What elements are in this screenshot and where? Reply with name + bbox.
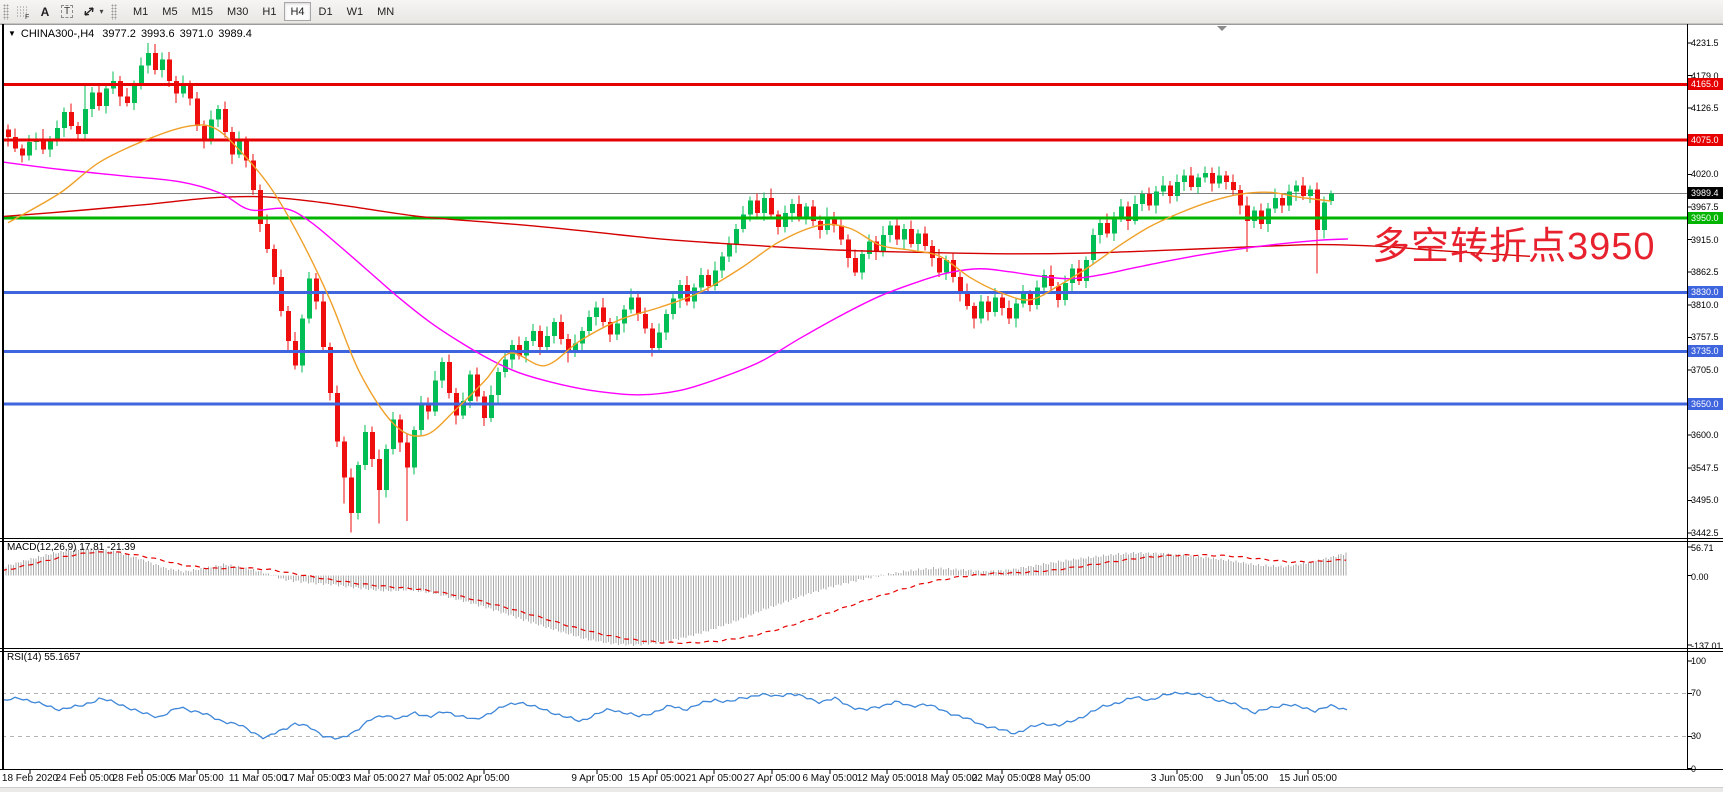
date-tick-label: 27 Mar 05:00 [399,773,459,784]
date-tick-label: 24 Feb 05:00 [55,773,115,784]
price-level-chip: 3830.0 [1688,286,1723,299]
date-tick-label: 9 Apr 05:00 [571,773,623,784]
price-tick-label: 3705.0 [1691,364,1719,375]
price-level-chip: 3650.0 [1688,398,1723,411]
date-tick-label: 23 Mar 05:00 [339,773,399,784]
pointer-tools-button[interactable]: ▾ [78,2,108,21]
toolbar-grip-2[interactable] [111,3,117,20]
rsi-tick-label: 30 [1691,731,1702,742]
timeframe-h4-button[interactable]: H4 [284,2,311,21]
date-tick-label: 21 Apr 05:00 [685,773,743,784]
date-tick-label: 15 Jun 05:00 [1279,773,1337,784]
grid-icon: F [17,6,29,20]
date-tick-label: 28 Feb 05:00 [112,773,172,784]
rsi-tick-label: 100 [1691,656,1707,666]
price-tick-label: 3757.5 [1691,332,1719,343]
date-tick-label: 18 Feb 2020 [1,773,59,784]
date-tick-label: 17 Mar 05:00 [283,773,343,784]
price-tick-label: 3495.0 [1691,495,1719,506]
ohlc-open: 3977.2 [102,28,136,40]
timeframe-buttons: M1 M5 M15 M30 H1 H4 D1 W1 MN [126,2,401,21]
price-tick-label: 3442.5 [1691,528,1719,538]
date-tick-label: 2 Apr 05:00 [458,773,510,784]
rsi-label: RSI(14) 55.1657 [7,652,81,663]
price-tick-label: 4231.5 [1691,38,1719,48]
macd-tick-label: 0.00 [1691,571,1709,582]
date-tick-label: 18 May 05:00 [916,773,978,784]
date-tick-label: 3 Jun 05:00 [1150,773,1204,784]
ohlc-low: 3971.0 [179,28,214,40]
date-tick-label: 15 Apr 05:00 [628,773,686,784]
text-tool-icon: T [60,5,74,18]
timeframe-m15-button[interactable]: M15 [186,2,219,21]
price-tick-label: 4020.0 [1691,169,1719,180]
date-tick-label: 27 Apr 05:00 [743,773,801,784]
price-level-chip: 4165.0 [1688,78,1723,91]
price-tick-label: 3810.0 [1691,299,1719,310]
arrows-icon [84,7,95,16]
macd-tick-label: -137.01 [1691,641,1722,651]
ohlc-high: 3993.6 [140,28,175,40]
price-level-chip: 4075.0 [1688,134,1723,147]
date-tick-label: 5 Mar 05:00 [170,773,224,784]
grid-template-icon[interactable]: F [12,2,34,21]
timeframe-m1-button[interactable]: M1 [127,2,154,21]
date-tick-label: 6 May 05:00 [802,773,858,784]
macd-label: MACD(12,26,9) 17.81 -21.39 [7,542,136,553]
timeframe-m30-button[interactable]: M30 [221,2,254,21]
timeframe-d1-button[interactable]: D1 [313,2,339,21]
price-tick-label: 3600.0 [1691,430,1719,441]
ohlc-close: 3989.4 [218,28,252,40]
price-level-chip: 3735.0 [1688,345,1723,358]
text-label-icon: A [40,4,50,19]
rsi-tick-label: 0 [1691,763,1697,774]
date-tick-label: 11 Mar 05:00 [228,773,288,784]
toolbar: F A T ▾ M1 M5 M15 M30 H1 H4 D1 W1 MN [0,0,1723,24]
price-tick-label: 3862.5 [1691,267,1719,278]
rsi-tick-label: 70 [1691,688,1702,699]
timeframe-mn-button[interactable]: MN [371,2,400,21]
macd-tick-label: 56.71 [1691,543,1714,553]
price-tick-label: 4179.0 [1691,70,1719,81]
date-tick-label: 9 Jun 05:00 [1215,773,1269,784]
dropdown-caret-icon: ▾ [99,7,104,16]
text-tool[interactable]: T [56,2,78,21]
status-strip [0,787,1723,792]
price-tick-label: 4126.5 [1691,103,1719,114]
timeframe-m5-button[interactable]: M5 [156,2,183,21]
date-tick-label: 22 May 05:00 [971,773,1033,784]
date-tick-label: 28 May 05:00 [1029,773,1091,784]
annotation-text: 多空转折点3950 [1372,226,1656,268]
timeframe-h1-button[interactable]: H1 [256,2,282,21]
price-tick-label: 3547.5 [1691,462,1719,473]
symbol-name: CHINA300-,H4 [20,28,95,40]
price-level-chip: 3950.0 [1688,211,1723,224]
timeframe-w1-button[interactable]: W1 [341,2,370,21]
svg-text:F: F [25,14,29,20]
text-label-tool[interactable]: A [34,2,56,21]
date-tick-label: 12 May 05:00 [856,773,918,784]
price-tick-label: 3915.0 [1691,234,1719,245]
symbol-ohlc-title: ▼ CHINA300-,H4 3977.2 3993.6 3971.0 3989.4 [8,28,257,40]
price-tick-label: 3967.5 [1691,201,1719,212]
price-level-chip: 3989.4 [1688,187,1723,200]
toolbar-grip[interactable] [3,3,9,20]
symbol-dropdown-icon[interactable]: ▼ [8,29,16,38]
